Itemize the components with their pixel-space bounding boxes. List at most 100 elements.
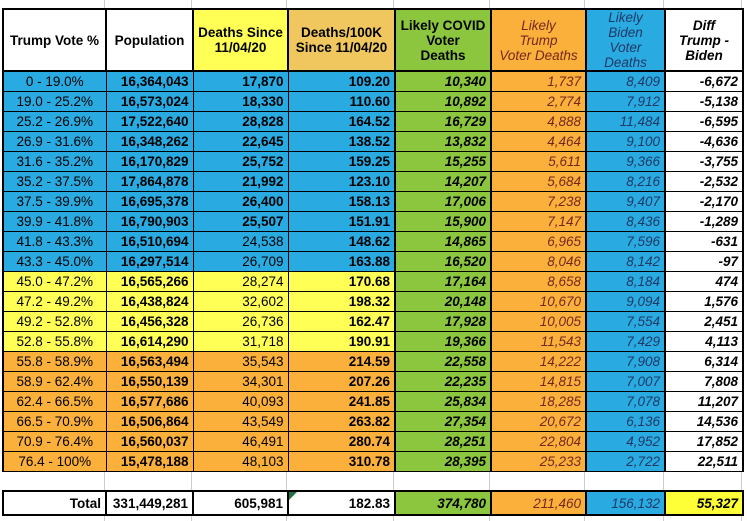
- cell-trump-vote-pct[interactable]: 66.5 - 70.9%: [2, 411, 107, 432]
- cell-population[interactable]: 17,522,640: [105, 111, 194, 132]
- cell-likely-biden-voter-deaths[interactable]: 7,007: [585, 371, 666, 392]
- cell-likely-covid-voter-deaths[interactable]: 16,729: [394, 111, 492, 132]
- total-deaths-since[interactable]: 605,981: [192, 490, 289, 516]
- cell-population[interactable]: 15,478,188: [105, 451, 194, 472]
- cell-deaths-per-100k[interactable]: 110.60: [287, 91, 396, 112]
- cell-likely-biden-voter-deaths[interactable]: 7,908: [585, 351, 666, 372]
- cell-likely-trump-voter-deaths[interactable]: 2,774: [490, 91, 587, 112]
- cell-likely-covid-voter-deaths[interactable]: 20,148: [394, 291, 492, 312]
- cell-likely-trump-voter-deaths[interactable]: 11,543: [490, 331, 587, 352]
- cell-likely-biden-voter-deaths[interactable]: 4,952: [585, 431, 666, 452]
- cell-population[interactable]: 16,506,864: [105, 411, 194, 432]
- cell-deaths-since[interactable]: 17,870: [192, 70, 289, 92]
- cell-likely-covid-voter-deaths[interactable]: 14,865: [394, 231, 492, 252]
- cell-trump-vote-pct[interactable]: 49.2 - 52.8%: [2, 311, 107, 332]
- cell-population[interactable]: 16,297,514: [105, 251, 194, 272]
- cell-diff-trump-biden[interactable]: 474: [664, 271, 744, 292]
- cell-deaths-since[interactable]: 48,103: [192, 451, 289, 472]
- cell-deaths-per-100k[interactable]: 138.52: [287, 131, 396, 152]
- cell-deaths-per-100k[interactable]: 207.26: [287, 371, 396, 392]
- cell-population[interactable]: 16,170,829: [105, 151, 194, 172]
- cell-deaths-since[interactable]: 34,301: [192, 371, 289, 392]
- cell-likely-trump-voter-deaths[interactable]: 6,965: [490, 231, 587, 252]
- col-header-likely-biden-voter-deaths[interactable]: Likely Biden Voter Deaths: [585, 8, 666, 72]
- cell-deaths-per-100k[interactable]: 159.25: [287, 151, 396, 172]
- cell-deaths-since[interactable]: 46,491: [192, 431, 289, 452]
- cell-likely-covid-voter-deaths[interactable]: 17,928: [394, 311, 492, 332]
- cell-deaths-per-100k[interactable]: 158.13: [287, 191, 396, 212]
- cell-likely-biden-voter-deaths[interactable]: 8,409: [585, 70, 666, 92]
- cell-diff-trump-biden[interactable]: -2,170: [664, 191, 744, 212]
- cell-likely-trump-voter-deaths[interactable]: 4,888: [490, 111, 587, 132]
- cell-likely-covid-voter-deaths[interactable]: 28,395: [394, 451, 492, 472]
- cell-likely-biden-voter-deaths[interactable]: 8,216: [585, 171, 666, 192]
- cell-population[interactable]: 16,573,024: [105, 91, 194, 112]
- cell-deaths-since[interactable]: 18,330: [192, 91, 289, 112]
- cell-trump-vote-pct[interactable]: 37.5 - 39.9%: [2, 191, 107, 212]
- cell-population[interactable]: 16,364,043: [105, 70, 194, 92]
- cell-deaths-since[interactable]: 32,602: [192, 291, 289, 312]
- col-header-trump-vote-pct[interactable]: Trump Vote %: [2, 8, 107, 72]
- cell-likely-trump-voter-deaths[interactable]: 14,222: [490, 351, 587, 372]
- cell-likely-trump-voter-deaths[interactable]: 10,670: [490, 291, 587, 312]
- cell-likely-biden-voter-deaths[interactable]: 9,366: [585, 151, 666, 172]
- cell-deaths-per-100k[interactable]: 170.68: [287, 271, 396, 292]
- cell-likely-covid-voter-deaths[interactable]: 19,366: [394, 331, 492, 352]
- cell-population[interactable]: 16,695,378: [105, 191, 194, 212]
- cell-likely-biden-voter-deaths[interactable]: 11,484: [585, 111, 666, 132]
- cell-deaths-per-100k[interactable]: 164.52: [287, 111, 396, 132]
- cell-deaths-since[interactable]: 26,736: [192, 311, 289, 332]
- cell-deaths-since[interactable]: 26,400: [192, 191, 289, 212]
- cell-likely-trump-voter-deaths[interactable]: 8,046: [490, 251, 587, 272]
- cell-deaths-since[interactable]: 25,507: [192, 211, 289, 232]
- cell-likely-trump-voter-deaths[interactable]: 5,611: [490, 151, 587, 172]
- cell-deaths-per-100k[interactable]: 263.82: [287, 411, 396, 432]
- cell-trump-vote-pct[interactable]: 0 - 19.0%: [2, 70, 107, 92]
- cell-diff-trump-biden[interactable]: 7,808: [664, 371, 744, 392]
- cell-trump-vote-pct[interactable]: 52.8 - 55.8%: [2, 331, 107, 352]
- cell-population[interactable]: 16,456,328: [105, 311, 194, 332]
- cell-likely-covid-voter-deaths[interactable]: 27,354: [394, 411, 492, 432]
- cell-likely-covid-voter-deaths[interactable]: 10,340: [394, 70, 492, 92]
- cell-diff-trump-biden[interactable]: -6,595: [664, 111, 744, 132]
- cell-deaths-since[interactable]: 28,828: [192, 111, 289, 132]
- cell-likely-trump-voter-deaths[interactable]: 8,658: [490, 271, 587, 292]
- cell-trump-vote-pct[interactable]: 41.8 - 43.3%: [2, 231, 107, 252]
- cell-population[interactable]: 16,560,037: [105, 431, 194, 452]
- cell-likely-covid-voter-deaths[interactable]: 17,164: [394, 271, 492, 292]
- cell-deaths-since[interactable]: 24,538: [192, 231, 289, 252]
- cell-likely-biden-voter-deaths[interactable]: 8,184: [585, 271, 666, 292]
- cell-likely-trump-voter-deaths[interactable]: 20,672: [490, 411, 587, 432]
- cell-likely-biden-voter-deaths[interactable]: 7,554: [585, 311, 666, 332]
- cell-deaths-per-100k[interactable]: 163.88: [287, 251, 396, 272]
- cell-deaths-per-100k[interactable]: 198.32: [287, 291, 396, 312]
- cell-deaths-per-100k[interactable]: 190.91: [287, 331, 396, 352]
- cell-likely-biden-voter-deaths[interactable]: 7,596: [585, 231, 666, 252]
- cell-diff-trump-biden[interactable]: -4,636: [664, 131, 744, 152]
- cell-likely-covid-voter-deaths[interactable]: 17,006: [394, 191, 492, 212]
- cell-likely-trump-voter-deaths[interactable]: 1,737: [490, 70, 587, 92]
- cell-likely-trump-voter-deaths[interactable]: 22,804: [490, 431, 587, 452]
- cell-likely-biden-voter-deaths[interactable]: 8,436: [585, 211, 666, 232]
- cell-trump-vote-pct[interactable]: 45.0 - 47.2%: [2, 271, 107, 292]
- col-header-population[interactable]: Population: [105, 8, 194, 72]
- cell-population[interactable]: 16,550,139: [105, 371, 194, 392]
- cell-trump-vote-pct[interactable]: 25.2 - 26.9%: [2, 111, 107, 132]
- cell-trump-vote-pct[interactable]: 39.9 - 41.8%: [2, 211, 107, 232]
- cell-trump-vote-pct[interactable]: 47.2 - 49.2%: [2, 291, 107, 312]
- cell-diff-trump-biden[interactable]: 22,511: [664, 451, 744, 472]
- cell-diff-trump-biden[interactable]: 1,576: [664, 291, 744, 312]
- cell-deaths-per-100k[interactable]: 241.85: [287, 391, 396, 412]
- cell-deaths-per-100k[interactable]: 109.20: [287, 70, 396, 92]
- col-header-likely-covid-voter-deaths[interactable]: Likely COVID Voter Deaths: [394, 8, 492, 72]
- cell-diff-trump-biden[interactable]: 4,113: [664, 331, 744, 352]
- cell-population[interactable]: 16,510,694: [105, 231, 194, 252]
- cell-likely-trump-voter-deaths[interactable]: 5,684: [490, 171, 587, 192]
- cell-trump-vote-pct[interactable]: 35.2 - 37.5%: [2, 171, 107, 192]
- cell-diff-trump-biden[interactable]: -3,755: [664, 151, 744, 172]
- total-label[interactable]: Total: [2, 490, 107, 516]
- cell-likely-trump-voter-deaths[interactable]: 7,238: [490, 191, 587, 212]
- cell-population[interactable]: 16,438,824: [105, 291, 194, 312]
- cell-likely-trump-voter-deaths[interactable]: 4,464: [490, 131, 587, 152]
- cell-trump-vote-pct[interactable]: 43.3 - 45.0%: [2, 251, 107, 272]
